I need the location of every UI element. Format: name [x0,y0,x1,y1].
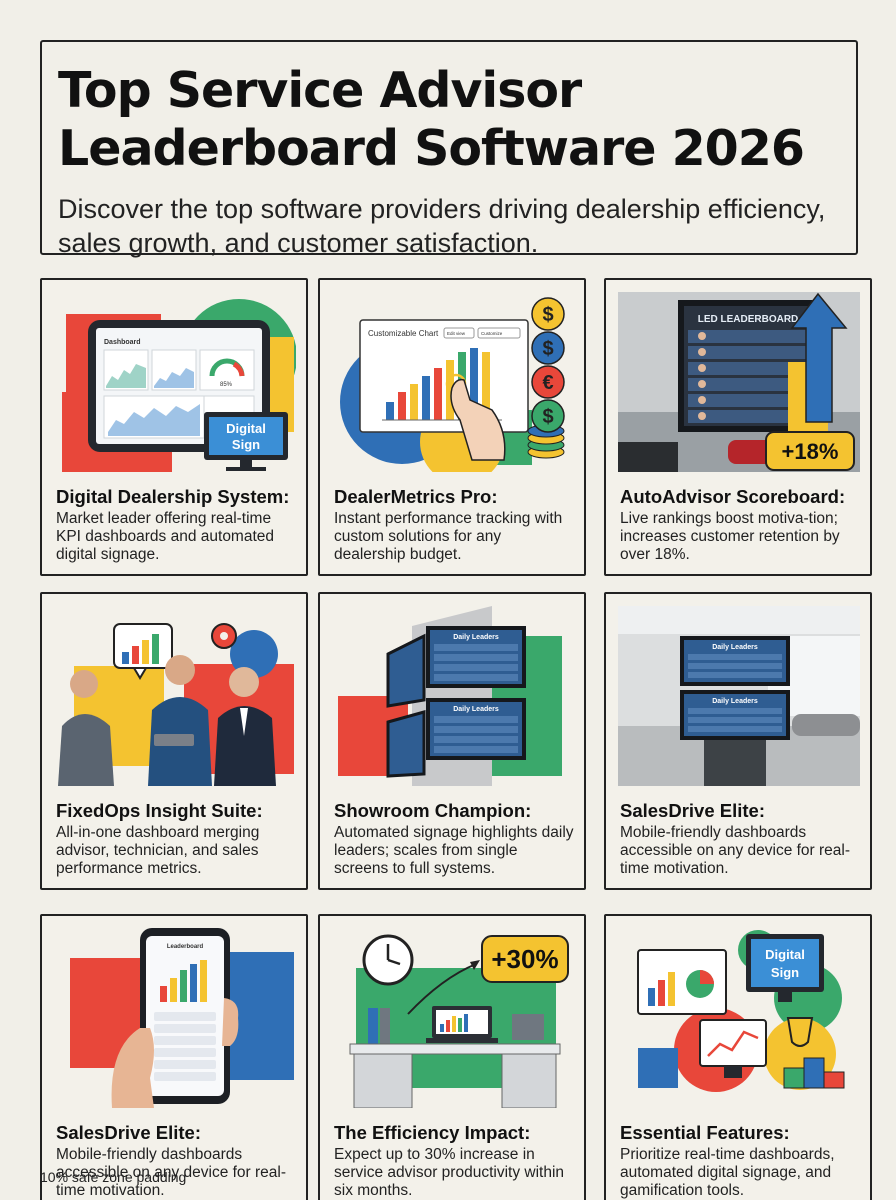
footnote: 10% safe zone padding [40,1169,187,1185]
card-title: AutoAdvisor Scoreboard: [620,486,846,507]
features-sign-line-2: Sign [771,965,799,980]
card-title: The Efficiency Impact: [334,1122,531,1143]
showroom-screen-bottom: Daily Leaders [712,698,758,705]
card-title: SalesDrive Elite: [56,1122,201,1143]
signage-title-top: Daily Leaders [453,634,499,641]
features-icons-illustration: Digital Sign [618,928,860,1108]
card-essential-features: Digital Sign Essential Features: Priorit… [604,914,872,1200]
card-description: Expect up to 30% increase in service adv… [334,1146,565,1199]
office-desk-illustration: +30% [332,928,574,1108]
card-description: All-in-one dashboard merging advisor, te… [56,824,260,877]
card-title: SalesDrive Elite: [620,800,765,821]
sign-line-1: Digital [226,421,266,436]
page-subtitle: Discover the top software providers driv… [58,194,826,258]
card-title: Showroom Champion: [334,800,532,821]
card-salesdrive-elite-mobile: Leaderboard SalesDrive Elite: Mobile-fri… [40,914,308,1200]
signage-pillar-illustration: Daily Leaders Daily Leaders [332,606,574,786]
card-salesdrive-elite-showroom: Daily Leaders Daily Leaders SalesDrive E… [604,592,872,890]
coin-symbol-2: $ [542,338,553,360]
led-leaderboard-illustration: LED LEADERBOARD +18% [618,292,860,472]
card-description: Mobile-friendly dashboards accessible on… [620,824,851,877]
retention-badge: +18% [782,439,839,464]
phone-screen-title: Leaderboard [167,944,204,950]
coin-symbol-1: $ [542,304,553,326]
tablet-screen-title: Dashboard [104,339,141,346]
card-description: Instant performance tracking with custom… [334,510,563,563]
card-title: DealerMetrics Pro: [334,486,498,507]
dashboard-tablet-illustration: Dashboard 85% Digital Sign [54,292,296,472]
productivity-badge: +30% [491,944,558,974]
header-box: Top Service Advisor Leaderboard Software… [40,40,858,258]
card-title: Digital Dealership System: [56,486,290,507]
showroom-screen-top: Daily Leaders [712,644,758,651]
coin-symbol-3: € [542,372,553,394]
card-efficiency-impact: +30% The Efficiency Impact: Expect up to… [318,914,586,1200]
card-description: Market leader offering real-time KPI das… [56,510,275,563]
card-description: Prioritize real-time dashboards, automat… [620,1146,835,1199]
chart-title: Customizable Chart [368,329,439,338]
card-description: Mobile-friendly dashboards accessible on… [56,1146,287,1199]
custom-chart-illustration: Customizable Chart Edit view Customize [332,292,574,472]
card-description: Automated signage highlights daily leade… [334,824,574,877]
team-meeting-illustration [54,606,296,786]
card-title: Essential Features: [620,1122,790,1143]
customize-label: Customize [481,331,503,336]
gauge-percent: 85% [220,382,233,388]
card-showroom-champion: Daily Leaders Daily Leaders Showroom Cha… [318,592,586,890]
features-sign-line-1: Digital [765,947,805,962]
title-line-2: Leaderboard Software 2026 [58,120,805,177]
title-line-1: Top Service Advisor [58,62,582,119]
showroom-screens-illustration: Daily Leaders Daily Leaders [618,606,860,786]
board-title: LED LEADERBOARD [698,314,799,325]
card-description: Live rankings boost motiva-tion; increas… [620,510,840,563]
card-dealermetrics-pro: Customizable Chart Edit view Customize [318,278,586,576]
coin-symbol-4: $ [542,406,553,428]
sign-line-2: Sign [232,437,260,452]
edit-view-label: Edit view [447,331,466,336]
signage-title-bottom: Daily Leaders [453,706,499,713]
card-fixedops-insight-suite: FixedOps Insight Suite: All-in-one dashb… [40,592,308,890]
card-title: FixedOps Insight Suite: [56,800,263,821]
card-digital-dealership-system: Dashboard 85% Digital Sign Digital Deale… [40,278,308,576]
mobile-phone-illustration: Leaderboard [54,928,296,1108]
page-title: Top Service Advisor Leaderboard Software… [58,62,856,178]
card-autoadvisor-scoreboard: LED LEADERBOARD +18% AutoAdvisor Scorebo… [604,278,872,576]
